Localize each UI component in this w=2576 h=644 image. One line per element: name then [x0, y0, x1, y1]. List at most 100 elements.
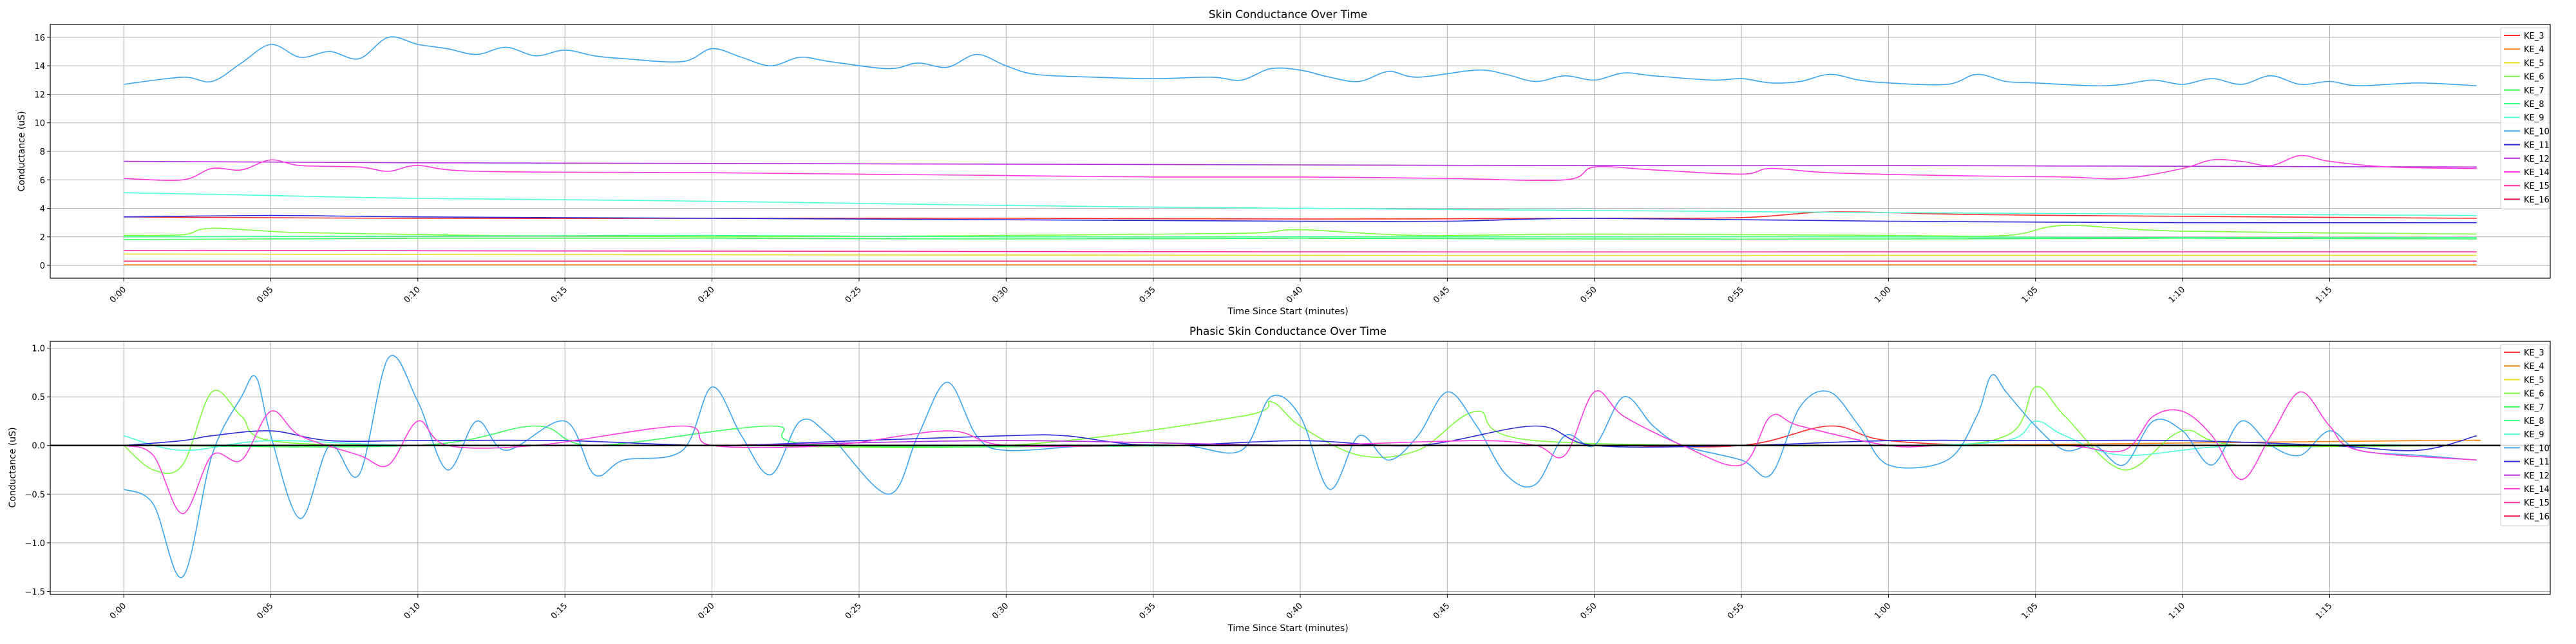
- legend-label: KE_14: [2524, 168, 2550, 178]
- y-tick-label: −1.5: [24, 587, 45, 597]
- legend: KE_3 KE_4 KE_5 KE_6 KE_7 KE_8 KE_9 KE_10 KE_11 KE…: [2500, 344, 2550, 527]
- series-line-ke-14: [124, 155, 2477, 182]
- x-tick-label: 0:00: [108, 285, 128, 305]
- x-tick-label: 0:00: [108, 601, 128, 621]
- x-tick-label: 1:15: [2314, 285, 2334, 305]
- legend-label: KE_14: [2524, 485, 2550, 495]
- y-tick-label: 14: [34, 62, 45, 71]
- grid: [50, 341, 2550, 594]
- x-tick-label: 0:40: [1285, 285, 1305, 305]
- grid: [50, 24, 2550, 278]
- y-axis-label: Conductance (uS): [17, 111, 27, 191]
- y-tick-label: 2: [40, 233, 45, 243]
- y-tick-label: 8: [40, 147, 45, 157]
- x-axis: 0:00 0:05 0:10 0:15 0:20 0:25 0:30 0:35 0:40 0:45…: [108, 594, 2334, 621]
- y-tick-label: 1.0: [32, 345, 45, 354]
- x-tick-label: 0:05: [255, 601, 275, 621]
- legend-label: KE_12: [2524, 155, 2550, 164]
- legend-label: KE_6: [2524, 390, 2544, 399]
- chart-title: Skin Conductance Over Time: [1209, 8, 1367, 21]
- x-axis-label: Time Since Start (minutes): [1227, 623, 1348, 634]
- x-tick-label: 0:05: [255, 285, 275, 305]
- series-line-ke-11: [124, 214, 2477, 223]
- x-tick-label: 0:10: [402, 285, 422, 305]
- y-tick-label: 16: [34, 33, 45, 43]
- legend-label: KE_3: [2524, 348, 2544, 358]
- series-line-ke-15: [124, 250, 2477, 252]
- legend-label: KE_15: [2524, 182, 2550, 191]
- series-line-ke-10: [123, 355, 2477, 578]
- y-axis: 0 2 4 6 8 10 12 14 16: [34, 33, 50, 271]
- x-tick-label: 0:30: [990, 285, 1010, 305]
- x-tick-label: 0:50: [1578, 285, 1598, 305]
- y-tick-label: 12: [34, 90, 45, 100]
- legend-label: KE_4: [2524, 45, 2544, 55]
- x-tick-label: 0:20: [696, 601, 716, 621]
- y-tick-label: 0.5: [32, 393, 45, 402]
- x-tick-label: 0:50: [1578, 601, 1598, 621]
- legend-box: [2500, 344, 2550, 527]
- x-tick-label: 0:40: [1285, 601, 1305, 621]
- series-line-ke-14: [123, 390, 2477, 515]
- legend-label: KE_16: [2524, 512, 2550, 522]
- series-group: [124, 36, 2477, 265]
- x-tick-label: 1:10: [2167, 601, 2187, 621]
- series-line-ke-12: [124, 160, 2477, 168]
- x-tick-label: 0:55: [1726, 601, 1746, 621]
- series-line-ke-11: [124, 425, 2477, 451]
- legend-label: KE_16: [2524, 195, 2550, 205]
- x-tick-label: 0:35: [1137, 601, 1157, 621]
- legend-label: KE_9: [2524, 113, 2544, 123]
- x-tick-label: 0:25: [844, 601, 864, 621]
- y-tick-label: 10: [34, 119, 45, 129]
- legend-label: KE_6: [2524, 73, 2544, 82]
- y-tick-label: 0: [40, 261, 45, 271]
- series-line-ke-6: [124, 225, 2477, 238]
- y-axis: −1.5 −1.0 −0.5 0.0 0.5 1.0: [24, 345, 50, 597]
- chart-title: Phasic Skin Conductance Over Time: [1189, 325, 1387, 338]
- legend-label: KE_8: [2524, 417, 2544, 426]
- legend-box: [2500, 27, 2550, 210]
- x-tick-label: 1:00: [1873, 601, 1893, 621]
- y-axis-label: Conductance (uS): [8, 427, 18, 507]
- x-tick-label: 0:20: [696, 285, 716, 305]
- legend-label: KE_11: [2524, 141, 2550, 151]
- legend-label: KE_10: [2524, 444, 2550, 453]
- y-tick-label: −0.5: [24, 490, 45, 500]
- x-tick-label: 1:05: [2020, 601, 2040, 621]
- x-axis-label: Time Since Start (minutes): [1227, 307, 1348, 317]
- legend-label: KE_3: [2524, 32, 2544, 41]
- chart-skin-conductance: Skin Conductance Over Time 0:00 0:05 0:10 0…: [17, 8, 2551, 317]
- x-tick-label: 0:55: [1726, 285, 1746, 305]
- x-tick-label: 0:45: [1432, 285, 1452, 305]
- y-tick-label: 0.0: [32, 442, 45, 451]
- legend-label: KE_5: [2524, 375, 2544, 385]
- legend-label: KE_7: [2524, 86, 2544, 96]
- series-line-ke-10: [124, 36, 2477, 87]
- y-tick-label: 4: [40, 205, 45, 214]
- legend-label: KE_11: [2524, 458, 2550, 468]
- legend-label: KE_8: [2524, 100, 2544, 109]
- x-tick-label: 0:35: [1137, 285, 1157, 305]
- y-tick-label: −1.0: [24, 539, 45, 549]
- legend-label: KE_15: [2524, 498, 2550, 508]
- x-tick-label: 0:25: [844, 285, 864, 305]
- series-line-ke-3: [124, 211, 2477, 220]
- legend-label: KE_5: [2524, 59, 2544, 68]
- x-tick-label: 1:05: [2020, 285, 2040, 305]
- x-tick-label: 0:45: [1432, 601, 1452, 621]
- x-tick-label: 1:10: [2167, 285, 2187, 305]
- series-group: [123, 355, 2481, 578]
- legend-label: KE_9: [2524, 430, 2544, 440]
- legend: KE_3 KE_4 KE_5 KE_6 KE_7 KE_8 KE_9 KE_10 KE_11 KE…: [2500, 27, 2550, 210]
- series-line-ke-7: [124, 238, 2477, 240]
- legend-label: KE_12: [2524, 471, 2550, 481]
- x-tick-label: 1:15: [2314, 601, 2334, 621]
- legend-label: KE_10: [2524, 127, 2550, 137]
- series-line-ke-5: [124, 253, 2477, 256]
- legend-label: KE_7: [2524, 403, 2544, 413]
- x-tick-label: 0:15: [549, 601, 569, 621]
- x-tick-label: 0:10: [402, 601, 422, 621]
- x-axis: 0:00 0:05 0:10 0:15 0:20 0:25 0:30 0:35 0:40 0:45…: [108, 278, 2334, 305]
